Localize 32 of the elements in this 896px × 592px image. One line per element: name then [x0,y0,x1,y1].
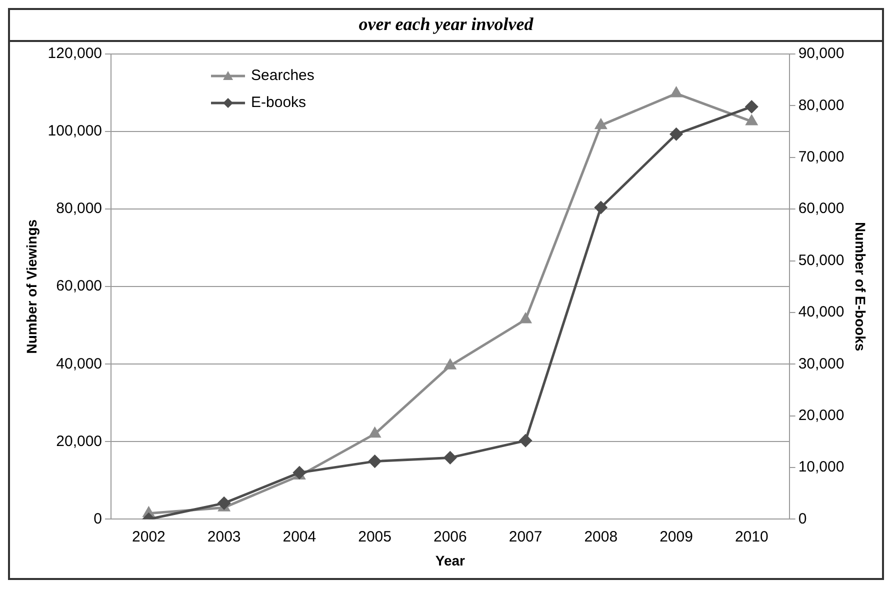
x-tick-label: 2002 [132,528,166,546]
x-tick-label: 2004 [282,528,316,546]
y2-tick-label: 60,000 [798,200,844,218]
y2-tick-label: 70,000 [798,148,844,166]
legend-label: Searches [251,67,314,84]
x-tick-label: 2006 [433,528,467,546]
y2-tick-label: 40,000 [798,304,844,321]
y-tick-label: 40,000 [56,355,102,372]
x-tick-label: 2009 [660,528,693,546]
y-tick-label: 60,000 [56,278,102,295]
y2-tick-label: 30,000 [798,355,844,372]
y2-tick-label: 80,000 [798,96,844,114]
chart-title: over each year involved [10,10,882,42]
y2-tick-label: 50,000 [798,252,844,269]
x-axis-title: Year [435,552,466,568]
y-tick-label: 80,000 [56,200,102,218]
y2-tick-label: 20,000 [798,406,844,424]
x-tick-label: 2005 [358,528,392,546]
y-tick-label: 20,000 [56,432,102,450]
x-tick-label: 2010 [734,528,768,546]
y-axis-title: Number of Viewings [23,219,40,354]
legend-label: E-books [251,94,306,112]
y2-tick-label: 90,000 [798,45,844,62]
y2-tick-label: 10,000 [798,458,844,476]
y2-tick-label: 0 [798,510,807,528]
x-tick-label: 2007 [508,528,542,546]
x-tick-label: 2008 [584,528,618,546]
y-tick-label: 0 [94,510,102,528]
y-tick-label: 120,000 [48,45,102,62]
y-tick-label: 100,000 [48,122,102,140]
x-tick-label: 2003 [207,528,241,546]
y2-axis-title: Number of E-books [852,222,869,352]
